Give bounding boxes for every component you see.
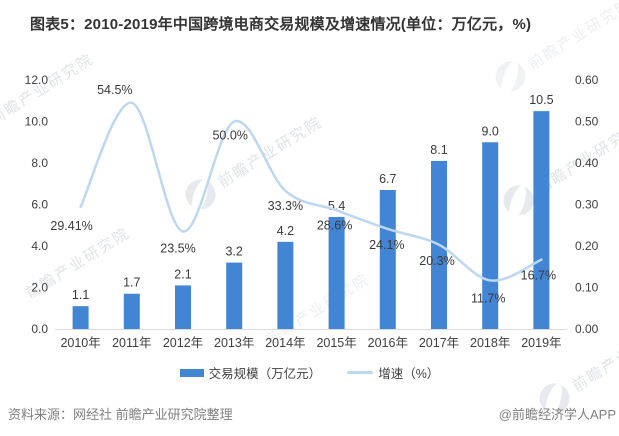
svg-text:28.6%: 28.6% [317,218,352,232]
svg-text:8.0: 8.0 [31,156,48,170]
svg-text:2016年: 2016年 [368,336,408,350]
svg-text:54.5%: 54.5% [97,83,132,97]
svg-text:2.0: 2.0 [31,281,48,295]
svg-text:12.0: 12.0 [25,73,49,87]
legend-item-growth-rate: 增速（%） [347,363,439,382]
svg-text:33.3%: 33.3% [268,199,303,213]
svg-text:0.50: 0.50 [575,115,599,129]
bar [379,189,396,329]
legend-label-growth-rate: 增速（%） [378,367,440,381]
bar [175,285,191,329]
bar-swatch-icon [179,368,204,377]
svg-text:4.0: 4.0 [31,239,48,253]
growth-value-labels: 29.41% 54.5% 23.5% 50.0% 33.3% 28.6% 24.1% 20.3… [50,83,556,306]
svg-text:0.00: 0.00 [575,322,599,336]
svg-text:50.0%: 50.0% [212,129,247,143]
svg-text:4.2: 4.2 [277,224,294,238]
svg-text:2015年: 2015年 [316,336,356,350]
source-note: 资料来源：网经社 前瞻产业研究院整理 [8,407,233,422]
svg-text:10.5: 10.5 [529,93,553,107]
svg-text:20.3%: 20.3% [419,254,454,268]
svg-text:24.1%: 24.1% [369,238,404,252]
svg-text:2019年: 2019年 [521,336,561,350]
bar [533,111,550,329]
svg-text:1.7: 1.7 [123,276,140,290]
svg-text:10.0: 10.0 [25,115,49,129]
svg-text:2014年: 2014年 [265,336,305,350]
bar [72,306,89,329]
svg-text:0.20: 0.20 [575,239,599,253]
line-swatch-icon [347,371,374,374]
svg-text:8.1: 8.1 [430,143,447,157]
svg-text:16.7%: 16.7% [521,269,556,283]
svg-text:2011年: 2011年 [112,336,151,350]
svg-text:0.0: 0.0 [31,322,48,336]
bar [277,241,294,329]
footer: 资料来源：网经社 前瞻产业研究院整理 @前瞻经济学人APP [0,404,619,423]
left-axis-ticks: 0.0 2.0 4.0 6.0 8.0 10.0 12.0 [25,73,49,336]
svg-text:29.41%: 29.41% [50,219,92,233]
svg-text:0.40: 0.40 [575,156,599,170]
right-axis-ticks: 0.00 0.10 0.20 0.30 0.40 0.50 0.60 [575,73,599,336]
svg-text:2013年: 2013年 [214,336,254,350]
growth-line [79,101,543,282]
svg-text:2.1: 2.1 [174,267,191,281]
bar [226,262,243,329]
svg-text:2018年: 2018年 [470,336,510,350]
chart-title: 图表5：2010-2019年中国跨境电商交易规模及增速情况(单位：万亿元，%) [30,16,532,33]
bar-value-labels: 1.11.72.13.24.25.46.78.19.010.5 [72,93,554,302]
svg-text:6.0: 6.0 [31,198,48,212]
bar [482,142,499,329]
bar [123,293,140,329]
svg-text:0.30: 0.30 [575,198,599,212]
svg-text:1.1: 1.1 [72,288,89,302]
svg-text:0.10: 0.10 [575,281,599,295]
legend-label-transaction-scale: 交易规模（万亿元） [208,367,322,381]
svg-text:2017年: 2017年 [419,336,459,350]
brand-note: @前瞻经济学人APP [498,407,616,422]
legend-item-transaction-scale: 交易规模（万亿元） [179,363,322,382]
legend: 交易规模（万亿元） 增速（%） [0,363,619,382]
bars-series [72,111,550,329]
svg-text:2012年: 2012年 [163,336,203,350]
svg-text:3.2: 3.2 [226,245,243,259]
bar [328,216,345,329]
svg-text:6.7: 6.7 [379,172,396,186]
svg-text:11.7%: 11.7% [471,291,506,305]
svg-text:23.5%: 23.5% [160,241,195,255]
svg-text:2010年: 2010年 [60,336,100,350]
x-axis-labels: 2010年 2011年 2012年 2013年 2014年 2015年 2016年 2017年… [60,336,561,350]
svg-text:9.0: 9.0 [482,124,499,138]
svg-text:0.60: 0.60 [575,73,599,87]
